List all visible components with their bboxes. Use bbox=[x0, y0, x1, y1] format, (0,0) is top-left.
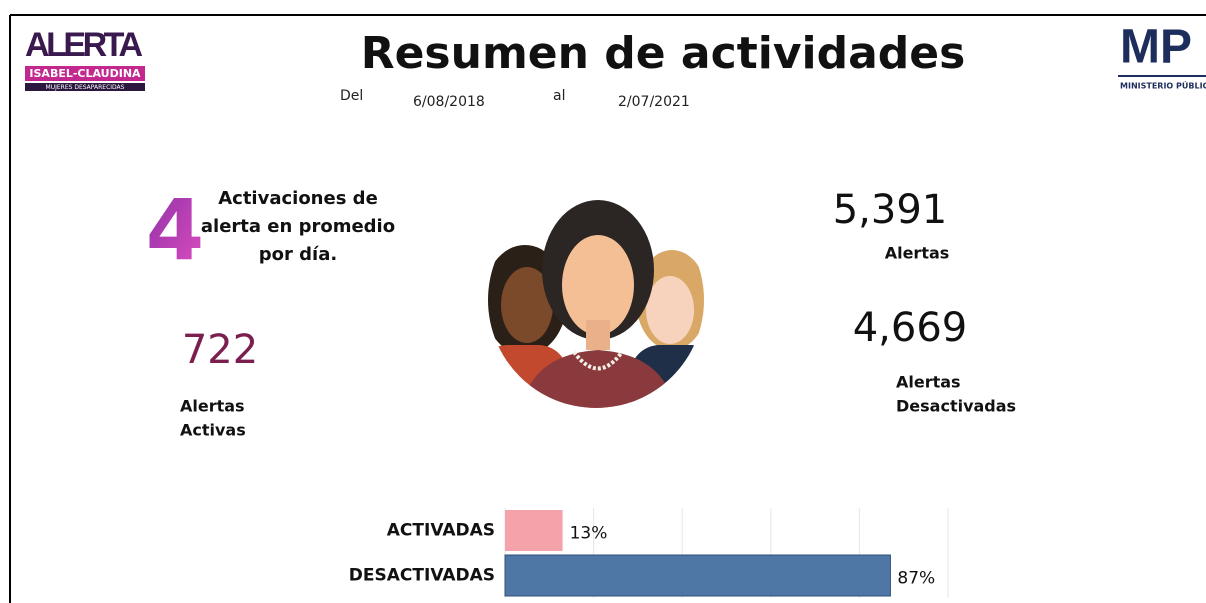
kpi-total-label: Alertas bbox=[885, 244, 950, 263]
date-from: 6/08/2018 bbox=[413, 94, 485, 110]
logo-mp-subtitle: MINISTERIO PÚBLICO bbox=[1120, 80, 1206, 91]
kpi-average-label: alerta en promedio bbox=[201, 216, 395, 237]
kpi-average-label: por día. bbox=[259, 244, 337, 265]
kpi-total-value: 5,391 bbox=[833, 187, 948, 233]
kpi-deactivated-label: Desactivadas bbox=[896, 397, 1016, 416]
kpi-average-value: 4 bbox=[146, 181, 204, 279]
category-label: DESACTIVADAS bbox=[349, 566, 495, 586]
dashboard: ALERTA ISABEL-CLAUDINA MUJERES DESAPAREC… bbox=[0, 0, 1206, 603]
kpi-active-label: Activas bbox=[180, 421, 246, 440]
date-to: 2/07/2021 bbox=[618, 94, 690, 110]
kpi-deactivated-label: Alertas bbox=[896, 373, 961, 392]
logo-subtitle: ISABEL-CLAUDINA bbox=[29, 67, 141, 80]
logo-mp: MP bbox=[1120, 21, 1192, 74]
kpi-active-value: 722 bbox=[182, 327, 258, 373]
bar bbox=[505, 510, 563, 551]
bar bbox=[505, 555, 890, 596]
category-label: ACTIVADAS bbox=[387, 521, 495, 541]
kpi-active-label: Alertas bbox=[180, 397, 245, 416]
value-label: 87% bbox=[897, 569, 935, 589]
logo-title: ALERTA bbox=[25, 26, 143, 64]
kpi-average-label: Activaciones de bbox=[218, 188, 378, 209]
date-from-label: Del bbox=[340, 88, 363, 104]
logo-tagline: MUJERES DESAPARECIDAS bbox=[46, 84, 125, 91]
kpi-deactivated-value: 4,669 bbox=[853, 305, 968, 351]
page-title: Resumen de actividades bbox=[361, 28, 966, 79]
date-to-label: al bbox=[553, 88, 565, 104]
value-label: 13% bbox=[570, 524, 608, 544]
